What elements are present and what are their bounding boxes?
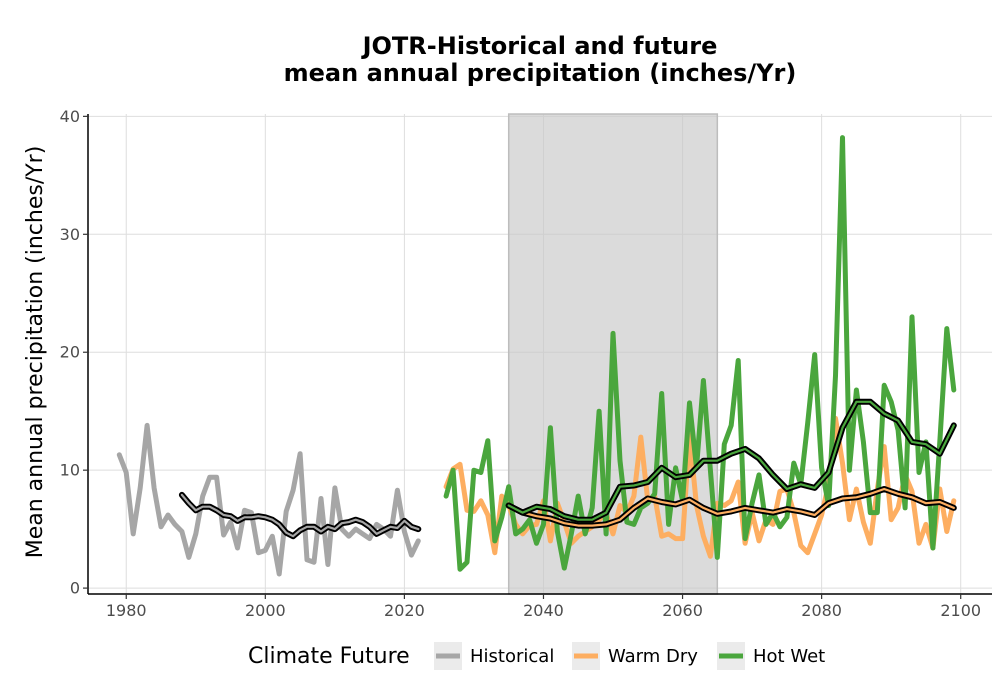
x-tick-label: 2080 [801,601,842,620]
smoothed-line-warm-dry [507,487,955,527]
x-tick-label: 2020 [384,601,425,620]
y-tick-label: 10 [60,461,80,480]
legend: Climate Future Historical Warm Dry Hot W… [248,642,825,670]
series-line-hot-wet [443,135,957,572]
smoothed-line-hot-wet [507,400,955,521]
chart-title-line-2: mean annual precipitation (inches/Yr) [284,59,797,87]
y-tick-label: 0 [70,579,80,598]
legend-label-hot-wet: Hot Wet [753,646,825,667]
x-tick-label: 2040 [523,601,564,620]
series-line-historical [116,422,421,577]
legend-label-historical: Historical [470,646,554,667]
legend-title: Climate Future [248,644,410,669]
x-tick-label: 1980 [106,601,147,620]
chart-title-line-1: JOTR-Historical and future [361,32,718,60]
y-tick-label: 40 [60,107,80,126]
smoothed-line-historical [180,493,420,538]
x-tick-label: 2000 [245,601,286,620]
x-tick-label: 2060 [662,601,703,620]
series-lines [116,135,957,577]
y-axis-title: Mean annual precipitation (inches/Yr) [23,146,48,559]
y-tick-label: 30 [60,225,80,244]
y-tick-label: 20 [60,343,80,362]
legend-label-warm-dry: Warm Dry [608,646,698,667]
axes: 0 10 20 30 40 1980 2000 2020 2040 2060 2080 2100 [60,107,992,620]
x-tick-label: 2100 [940,601,981,620]
